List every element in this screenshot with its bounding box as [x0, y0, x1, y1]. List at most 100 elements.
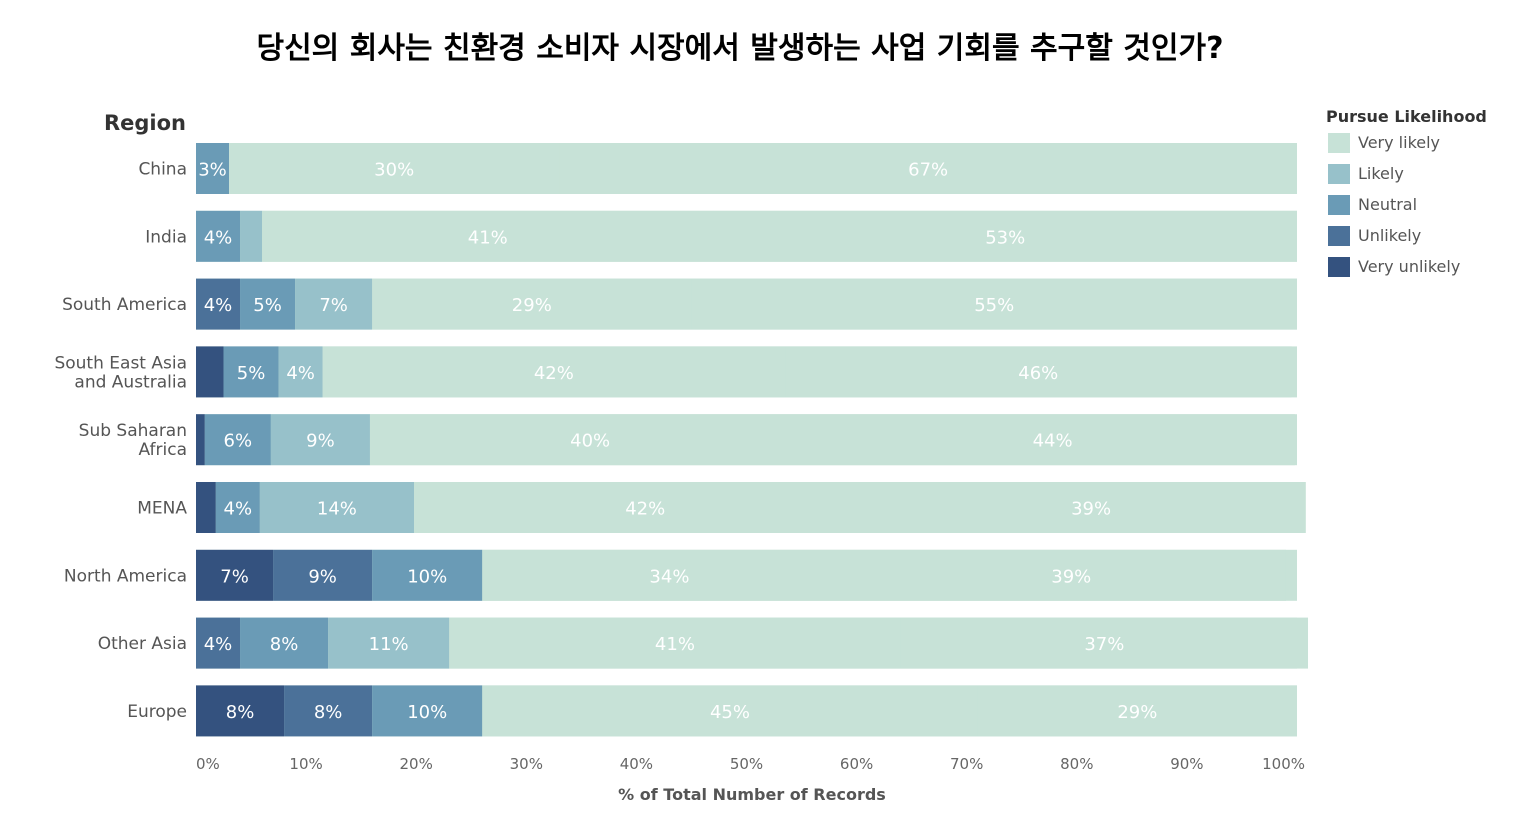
bar-segment [196, 143, 230, 194]
bar-segment [295, 278, 373, 330]
data-label: 30% [374, 160, 414, 181]
x-axis-ticks: 0% 10% 20% 30% 40% 50% 60% 70% 80% 90% 100% [196, 755, 1305, 773]
legend-swatch [1328, 226, 1350, 246]
data-label: 53% [985, 227, 1025, 248]
legend-label: Very unlikely [1358, 257, 1460, 276]
data-label: 39% [1071, 499, 1111, 520]
bar-segment [810, 414, 1295, 466]
bar-segment [204, 414, 271, 466]
data-label: 4% [224, 499, 253, 520]
data-label: 10% [407, 702, 447, 723]
category-label: South East Asia [54, 353, 187, 373]
bar-segment [196, 482, 216, 533]
bar-segment [369, 414, 811, 466]
x-tick-label: 100% [1262, 755, 1305, 773]
data-label: 41% [468, 227, 508, 248]
bar-segment [196, 617, 241, 669]
bar-segment [713, 210, 1297, 262]
data-label: 46% [1018, 363, 1058, 384]
data-label: 3% [198, 160, 227, 181]
legend-label: Neutral [1358, 195, 1417, 214]
data-label: 42% [625, 499, 665, 520]
category-label: China [138, 160, 187, 180]
legend-swatch [1328, 164, 1350, 184]
bar-segment [284, 685, 373, 737]
category-label: Sub Saharan [79, 421, 187, 441]
x-tick-label: 30% [510, 755, 543, 773]
bar-segment [559, 143, 1297, 194]
chart-title: 당신의 회사는 친환경 소비자 시장에서 발생하는 사업 기회를 추구할 것인가… [256, 31, 1223, 66]
data-label: 10% [407, 566, 447, 587]
data-label: 29% [512, 295, 552, 316]
legend-swatch [1328, 257, 1350, 277]
bar-segment [196, 414, 205, 466]
data-label: 9% [308, 566, 337, 587]
category-label: MENA [137, 499, 187, 519]
data-label: 37% [1084, 634, 1124, 655]
data-label: 42% [534, 363, 574, 384]
data-label: 8% [226, 702, 255, 723]
category-label: Africa [139, 440, 188, 460]
bar-segment [240, 210, 263, 262]
x-tick-label: 60% [840, 755, 873, 773]
data-label: 5% [237, 363, 266, 384]
bar-segment [372, 278, 692, 330]
bar-segment [856, 549, 1286, 601]
bar-segment [229, 143, 560, 194]
bar-segment [413, 482, 877, 533]
legend-label: Very likely [1358, 133, 1440, 152]
bar-segment [215, 482, 260, 533]
bar-segment [372, 549, 483, 601]
legend-items: Very likely Likely Neutral Unlikely Very unl… [1328, 133, 1460, 277]
data-label: 9% [306, 431, 335, 452]
x-tick-label: 20% [400, 755, 433, 773]
bar-segment [259, 482, 414, 533]
bar-segment [196, 210, 241, 262]
x-tick-label: 90% [1170, 755, 1203, 773]
bar-segment [278, 346, 323, 398]
data-label: 7% [220, 566, 249, 587]
data-label: 6% [224, 431, 253, 452]
data-label: 55% [974, 295, 1014, 316]
category-axis-header: Region [104, 111, 186, 135]
x-tick-label: 40% [620, 755, 653, 773]
category-label: Europe [127, 702, 187, 722]
data-label: 4% [204, 295, 233, 316]
bar-segment [482, 549, 857, 601]
bar-segment [196, 549, 274, 601]
x-tick-label: 80% [1060, 755, 1093, 773]
bar-segment [372, 685, 483, 737]
bar-segment [322, 346, 786, 398]
legend-label: Unlikely [1358, 226, 1421, 245]
category-label: and Australia [74, 372, 187, 392]
x-axis-title: % of Total Number of Records [618, 785, 886, 804]
data-label: 14% [317, 499, 357, 520]
bar-segment [240, 278, 296, 330]
data-label: 8% [314, 702, 343, 723]
category-label: North America [64, 566, 187, 586]
legend: Pursue Likelihood Very likely Likely Neutr… [1326, 107, 1487, 277]
data-label: 39% [1051, 566, 1091, 587]
data-label: 44% [1033, 431, 1073, 452]
data-label: 7% [319, 295, 348, 316]
data-label: 11% [369, 634, 409, 655]
x-tick-label: 70% [950, 755, 983, 773]
bar-segment [196, 278, 241, 330]
bar-segment [785, 346, 1292, 398]
bar-segment [223, 346, 279, 398]
category-label: India [145, 227, 187, 247]
bar-segment [900, 617, 1309, 669]
bar-segment [691, 278, 1297, 330]
category-label: South America [62, 295, 187, 315]
bar-segment [196, 685, 285, 737]
legend-label: Likely [1358, 164, 1404, 183]
category-labels: China India South America South East Asiaan… [54, 160, 187, 722]
data-label: 4% [286, 363, 315, 384]
x-tick-label: 10% [289, 755, 322, 773]
bar-segment [240, 617, 329, 669]
data-label: 67% [908, 160, 948, 181]
bar-segment [273, 549, 373, 601]
legend-swatch [1328, 133, 1350, 153]
legend-title: Pursue Likelihood [1326, 107, 1487, 126]
